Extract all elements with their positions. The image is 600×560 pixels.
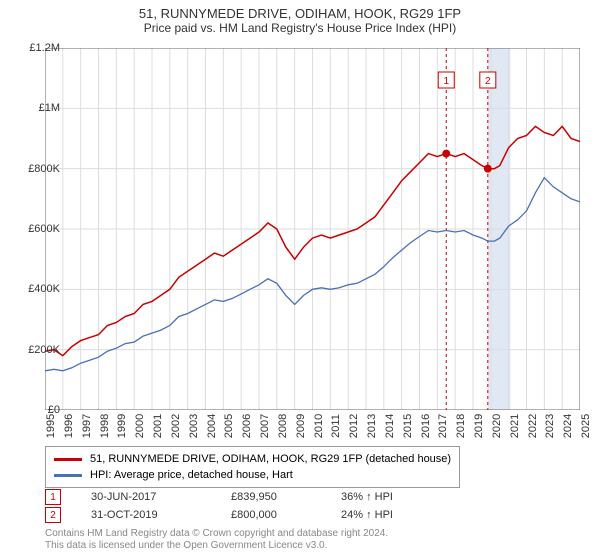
xtick-label: 2002 — [170, 414, 182, 438]
xtick-label: 2005 — [223, 414, 235, 438]
marker-date: 30-JUN-2017 — [91, 491, 231, 503]
xtick-label: 2015 — [402, 414, 414, 438]
legend: 51, RUNNYMEDE DRIVE, ODIHAM, HOOK, RG29 … — [45, 446, 460, 488]
table-row: 2 31-OCT-2019 £800,000 24% ↑ HPI — [45, 506, 451, 524]
page-title: 51, RUNNYMEDE DRIVE, ODIHAM, HOOK, RG29 … — [0, 0, 600, 21]
legend-label: 51, RUNNYMEDE DRIVE, ODIHAM, HOOK, RG29 … — [90, 451, 451, 467]
marker-delta: 36% ↑ HPI — [341, 491, 451, 503]
ytick-label: £400K — [10, 283, 60, 295]
footnote: Contains HM Land Registry data © Crown c… — [45, 528, 388, 552]
legend-line-icon — [54, 474, 82, 477]
xtick-label: 2022 — [527, 414, 539, 438]
svg-text:2: 2 — [485, 76, 491, 87]
xtick-label: 2014 — [384, 414, 396, 438]
footnote-line: This data is licensed under the Open Gov… — [45, 540, 388, 552]
xtick-label: 2008 — [277, 414, 289, 438]
xtick-label: 2010 — [313, 414, 325, 438]
xtick-label: 2009 — [295, 414, 307, 438]
marker-date: 31-OCT-2019 — [91, 509, 231, 521]
marker-price: £839,950 — [231, 491, 341, 503]
xtick-label: 2007 — [259, 414, 271, 438]
legend-label: HPI: Average price, detached house, Hart — [90, 467, 293, 483]
xtick-label: 2004 — [206, 414, 218, 438]
xtick-label: 2001 — [152, 414, 164, 438]
xtick-label: 2003 — [188, 414, 200, 438]
marker-badge: 1 — [45, 489, 61, 505]
xtick-label: 2025 — [580, 414, 592, 438]
marker-price: £800,000 — [231, 509, 341, 521]
xtick-label: 2021 — [509, 414, 521, 438]
xtick-label: 1995 — [45, 414, 57, 438]
xtick-label: 2017 — [437, 414, 449, 438]
legend-line-icon — [54, 458, 82, 461]
xtick-label: 1996 — [63, 414, 75, 438]
xtick-label: 2020 — [491, 414, 503, 438]
svg-text:1: 1 — [443, 76, 449, 87]
xtick-label: 2023 — [544, 414, 556, 438]
ytick-label: £1M — [10, 102, 60, 114]
ytick-label: £800K — [10, 163, 60, 175]
legend-item: 51, RUNNYMEDE DRIVE, ODIHAM, HOOK, RG29 … — [54, 451, 451, 467]
footnote-line: Contains HM Land Registry data © Crown c… — [45, 528, 388, 540]
table-row: 1 30-JUN-2017 £839,950 36% ↑ HPI — [45, 488, 451, 506]
page-subtitle: Price paid vs. HM Land Registry's House … — [0, 21, 600, 39]
ytick-label: £600K — [10, 223, 60, 235]
marker-table: 1 30-JUN-2017 £839,950 36% ↑ HPI 2 31-OC… — [45, 488, 451, 524]
ytick-label: £1.2M — [10, 42, 60, 54]
marker-delta: 24% ↑ HPI — [341, 509, 451, 521]
xtick-label: 2024 — [562, 414, 574, 438]
price-chart: 12 — [45, 48, 580, 410]
xtick-label: 2018 — [455, 414, 467, 438]
xtick-label: 2012 — [348, 414, 360, 438]
xtick-label: 2000 — [134, 414, 146, 438]
xtick-label: 1998 — [99, 414, 111, 438]
xtick-label: 1997 — [81, 414, 93, 438]
xtick-label: 2011 — [330, 414, 342, 438]
marker-badge: 2 — [45, 507, 61, 523]
legend-item: HPI: Average price, detached house, Hart — [54, 467, 451, 483]
xtick-label: 2013 — [366, 414, 378, 438]
xtick-label: 2006 — [241, 414, 253, 438]
xtick-label: 1999 — [116, 414, 128, 438]
ytick-label: £200K — [10, 344, 60, 356]
xtick-label: 2016 — [420, 414, 432, 438]
xtick-label: 2019 — [473, 414, 485, 438]
